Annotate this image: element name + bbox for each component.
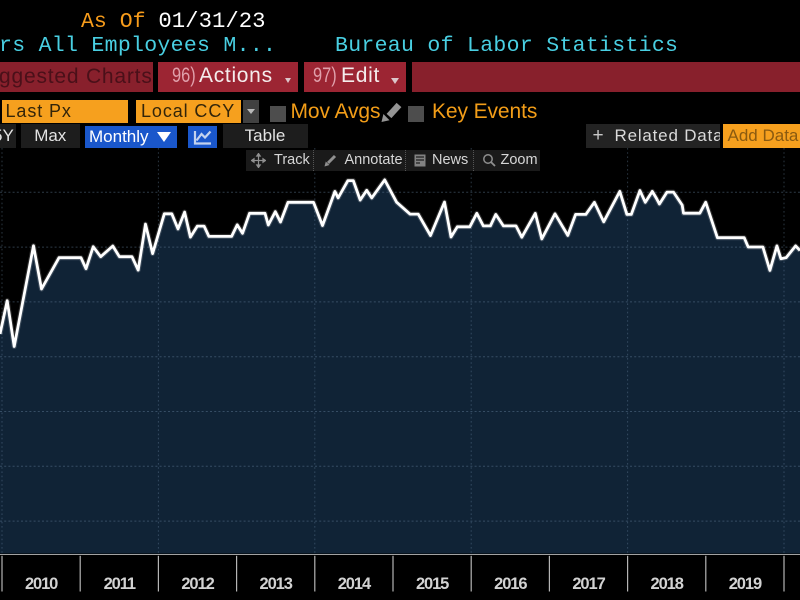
svg-text:2017: 2017	[572, 575, 605, 593]
svg-text:2011: 2011	[104, 575, 136, 593]
svg-text:2014: 2014	[338, 575, 372, 593]
svg-text:2018: 2018	[651, 575, 684, 593]
svg-text:2015: 2015	[416, 575, 449, 593]
svg-text:2019: 2019	[729, 575, 762, 593]
svg-text:2012: 2012	[181, 575, 214, 593]
svg-text:2013: 2013	[260, 575, 293, 593]
svg-text:2016: 2016	[494, 575, 527, 593]
svg-text:2010: 2010	[25, 575, 58, 593]
